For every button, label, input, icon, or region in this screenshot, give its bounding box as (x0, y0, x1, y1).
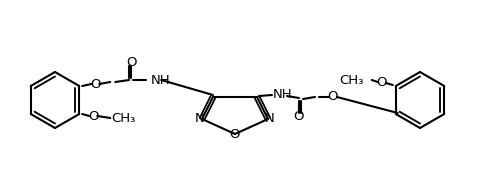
Text: NH: NH (151, 74, 171, 87)
Text: N: N (265, 113, 275, 126)
Text: O: O (230, 128, 240, 141)
Text: CH₃: CH₃ (339, 74, 364, 87)
Text: O: O (90, 77, 101, 90)
Text: O: O (376, 75, 387, 88)
Text: CH₃: CH₃ (111, 112, 135, 125)
Text: NH: NH (273, 88, 293, 101)
Text: N: N (195, 113, 205, 126)
Text: O: O (294, 111, 304, 124)
Text: O: O (88, 109, 99, 122)
Text: O: O (328, 90, 338, 104)
Text: O: O (126, 55, 136, 68)
